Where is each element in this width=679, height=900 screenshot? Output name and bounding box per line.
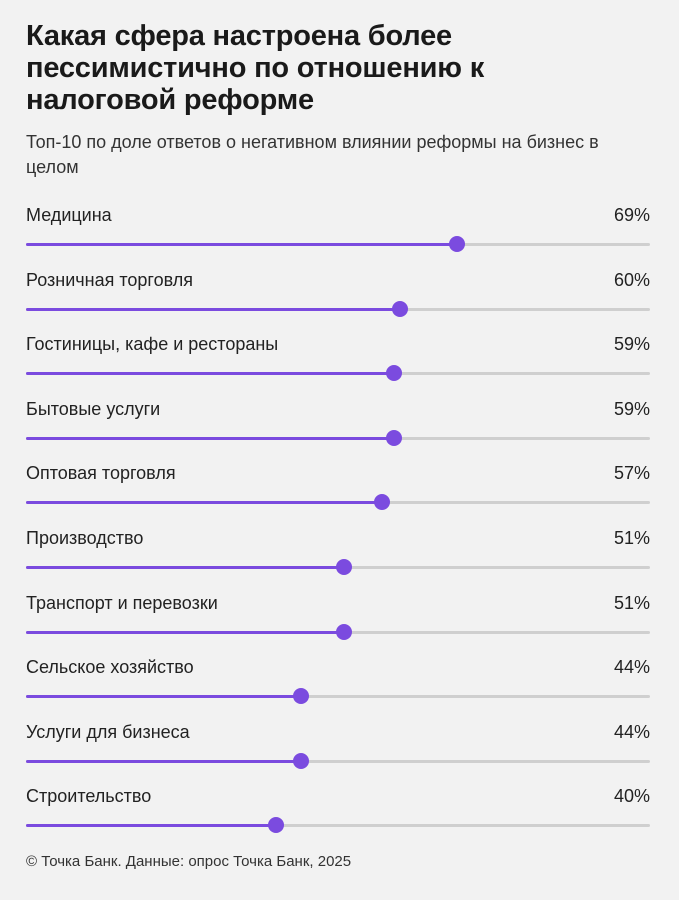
category-label: Розничная торговля [26,269,193,290]
value-marker-dot [386,429,403,446]
value-marker-dot [267,817,284,834]
bar-fill [26,695,301,699]
bar-row: Розничная торговля 60% [26,265,650,330]
category-label: Гостиницы, кафе и рестораны [26,334,279,355]
value-label: 51% [613,592,650,613]
bar-track [26,752,650,769]
bar-track [26,365,650,382]
bar-row: Строительство 40% [26,781,650,846]
category-label: Услуги для бизнеса [26,721,190,742]
value-label: 59% [613,334,650,355]
bar-rows: Медицина 69% Розничная торговля 60% Гостиниц… [26,200,650,846]
value-marker-dot [336,558,353,575]
bar-fill [26,565,345,569]
bar-track [26,558,650,575]
value-marker-dot [292,688,309,705]
category-label: Транспорт и перевозки [26,592,218,613]
bar-fill [26,372,395,376]
value-marker-dot [448,236,465,252]
value-label: 69% [613,205,650,225]
bar-row: Бытовые услуги 59% [26,394,650,459]
chart-subtitle: Топ-10 по доле ответов о негативном влия… [26,132,599,177]
value-marker-dot [386,365,403,382]
bar-row: Оптовая торговля 57% [26,458,650,523]
category-label: Медицина [26,205,112,225]
bar-row: Медицина 69% [26,200,650,265]
value-label: 51% [613,527,650,548]
bar-track [26,623,650,640]
bar-row: Производство 51% [26,523,650,588]
bar-fill [26,824,276,828]
bar-row: Сельское хозяйство 44% [26,652,650,717]
value-label: 40% [613,786,650,807]
bar-track [26,429,650,446]
value-label: 57% [613,463,650,484]
value-label: 59% [613,398,650,419]
value-label: 44% [613,721,650,742]
bar-fill [26,436,395,440]
bar-track [26,688,650,705]
category-label: Сельское хозяйство [26,657,194,678]
source-footnote: © Точка Банк. Данные: опрос Точка Банк, … [26,853,352,870]
value-marker-dot [392,300,409,317]
bar-row: Транспорт и перевозки 51% [26,588,650,653]
bar-track [26,300,650,317]
bar-track [26,494,650,511]
chart-title: Какая сфера настроена более пессимистичн… [26,20,485,116]
category-label: Оптовая торговля [26,463,176,484]
bar-fill [26,759,301,763]
value-label: 44% [613,657,650,678]
value-label: 60% [613,269,650,290]
bar-fill [26,243,457,246]
value-marker-dot [373,494,390,511]
bar-track [26,236,650,252]
bar-row: Гостиницы, кафе и рестораны 59% [26,329,650,394]
bar-fill [26,501,382,505]
bar-fill [26,307,401,311]
value-marker-dot [292,752,309,769]
bar-row: Услуги для бизнеса 44% [26,717,650,782]
category-label: Строительство [26,786,152,807]
category-label: Производство [26,527,144,548]
category-label: Бытовые услуги [26,398,161,419]
bar-fill [26,630,345,634]
value-marker-dot [336,623,353,640]
bar-track [26,817,650,834]
